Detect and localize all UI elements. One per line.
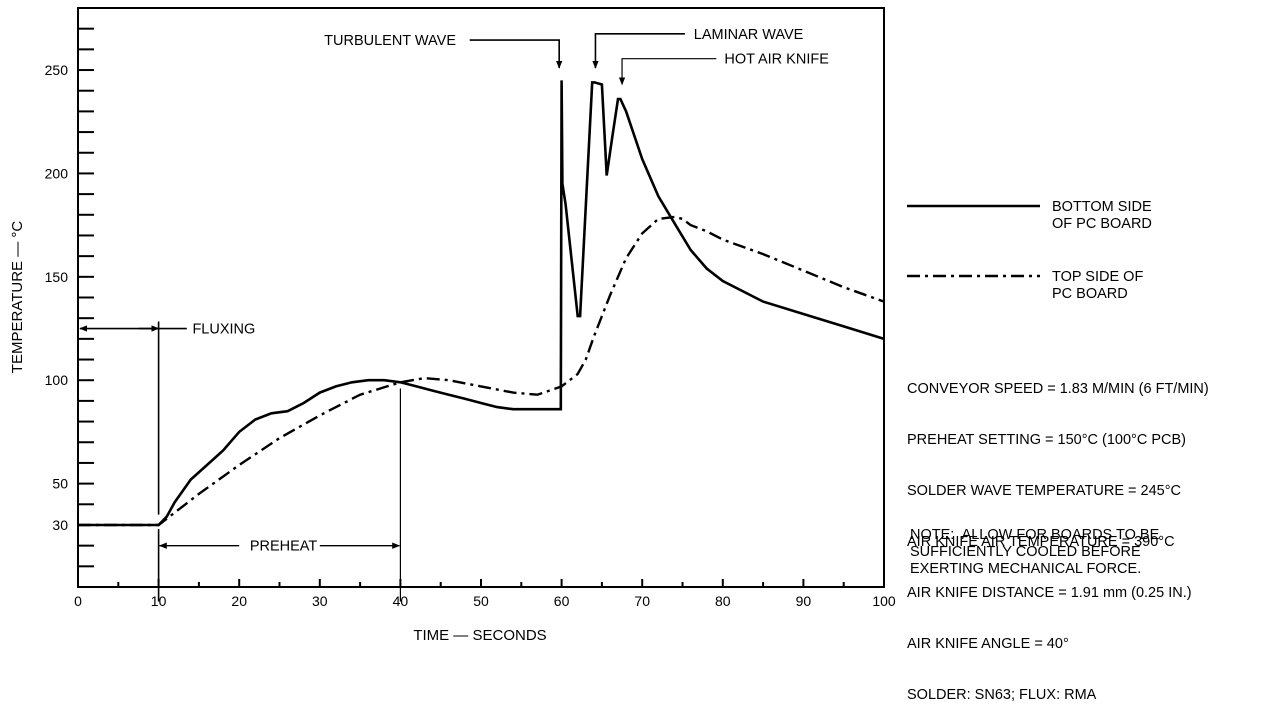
test-conditions: CONVEYOR SPEED = 1.83 M/MIN (6 FT/MIN) P… [907, 347, 1209, 721]
series-line-bottom-side [78, 80, 885, 527]
laminar-wave-arrow [592, 33, 685, 69]
hot-air-knife-label: HOT AIR KNIFE [724, 52, 829, 68]
x-tick-label: 50 [473, 593, 489, 609]
condition-air-knife-temp: AIR KNIFE AIR TEMPERATURE = 390°C [907, 534, 1175, 550]
x-tick-label: 30 [312, 593, 328, 609]
fluxing-label: FLUXING [192, 322, 255, 338]
condition-air-knife-distance: AIR KNIFE DISTANCE = 1.91 mm (0.25 IN.) [907, 585, 1192, 601]
cooling-note: NOTE: ALLOW FOR BOARDS TO BE SUFFICIENTL… [910, 527, 1160, 577]
annotations: FLUXING PREHEAT TURBULENT WAVE LAMINAR WAVE… [79, 27, 829, 602]
x-tick-label: 90 [796, 593, 812, 609]
plot-frame [77, 7, 885, 588]
legend [907, 204, 1040, 278]
legend-label-top-side: TOP SIDE OF PC BOARD [1052, 269, 1144, 302]
condition-solder-flux: SOLDER: SN63; FLUX: RMA [907, 687, 1097, 703]
x-tick-label: 70 [634, 593, 650, 609]
x-tick-label: 20 [231, 593, 247, 609]
x-axis-label: TIME — SECONDS [413, 627, 546, 644]
condition-preheat-setting: PREHEAT SETTING = 150°C (100°C PCB) [907, 432, 1186, 448]
x-tick-label: 60 [554, 593, 570, 609]
y-tick-label: 200 [45, 165, 69, 181]
y-tick-label: 100 [45, 372, 69, 388]
turbulent-wave-label: TURBULENT WAVE [324, 33, 456, 49]
y-axis-label: TEMPERATURE — °C [9, 221, 26, 374]
preheat-label: PREHEAT [250, 539, 318, 555]
y-tick-label: 150 [45, 269, 69, 285]
x-tick-label: 100 [872, 593, 896, 609]
series-lines [78, 80, 885, 527]
condition-conveyor-speed: CONVEYOR SPEED = 1.83 M/MIN (6 FT/MIN) [907, 381, 1209, 397]
hot-air-knife-arrow [618, 58, 717, 86]
x-tick-label: 0 [74, 593, 82, 609]
y-tick-label: 30 [52, 517, 68, 533]
y-tick-label: 50 [52, 476, 68, 492]
x-tick-label: 80 [715, 593, 731, 609]
turbulent-wave-arrow [469, 39, 563, 69]
legend-label-bottom-side: BOTTOM SIDE OF PC BOARD [1052, 199, 1152, 232]
condition-air-knife-angle: AIR KNIFE ANGLE = 40° [907, 636, 1069, 652]
laminar-wave-label: LAMINAR WAVE [694, 27, 804, 43]
y-tick-label: 250 [45, 62, 69, 78]
series-line-top-side [78, 215, 885, 527]
condition-solder-wave-temp: SOLDER WAVE TEMPERATURE = 245°C [907, 483, 1181, 499]
